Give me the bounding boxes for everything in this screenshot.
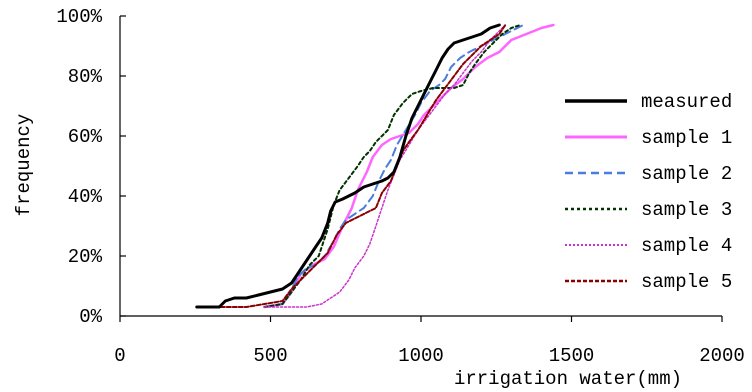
- x-tick-label: 1500: [549, 345, 595, 367]
- legend-label-measured: measured: [641, 91, 732, 113]
- y-tick-label: 80%: [68, 66, 103, 88]
- legend-label-sample-2: sample 2: [641, 163, 732, 185]
- series-line-sample-1: [263, 23, 555, 309]
- series-line-sample-3: [263, 24, 522, 308]
- x-axis-title: irrigation water(mm): [454, 368, 682, 390]
- x-tick-label: 1000: [398, 345, 444, 367]
- x-tick-label: 2000: [699, 345, 745, 367]
- y-tick-label: 60%: [68, 126, 103, 148]
- y-tick-label: 20%: [68, 246, 103, 268]
- series-line-measured: [195, 23, 501, 309]
- series-layer: [195, 23, 555, 309]
- x-tick-label: 0: [114, 345, 125, 367]
- legend-label-sample-3: sample 3: [641, 199, 732, 221]
- y-tick-label: 0%: [79, 306, 102, 328]
- legend-label-sample-1: sample 1: [641, 127, 732, 149]
- y-tick-label: 100%: [56, 6, 102, 28]
- y-tick-label: 40%: [68, 186, 103, 208]
- y-axis-title: frequency: [13, 114, 35, 217]
- axes-layer: 0% 20% 40% 60% 80% 100% 0 500 1000 1500 2000: [56, 6, 744, 367]
- x-tick-label: 500: [253, 345, 287, 367]
- legend: measured sample 1 sample 2 sample 3 sample 4…: [565, 91, 732, 293]
- series-line-sample-4: [263, 24, 507, 308]
- series-line-sample-5: [195, 24, 507, 308]
- legend-label-sample-4: sample 4: [641, 235, 732, 257]
- legend-label-sample-5: sample 5: [641, 271, 732, 293]
